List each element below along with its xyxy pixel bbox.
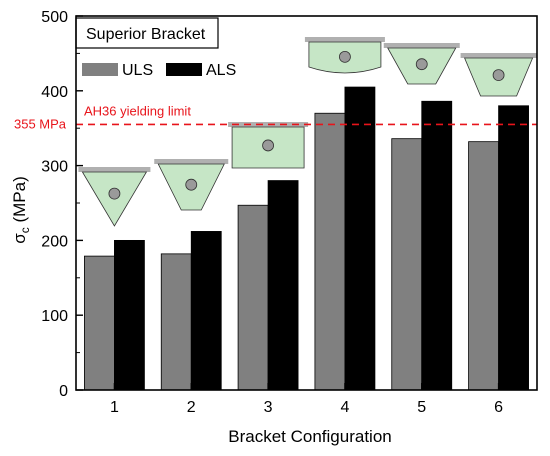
- bracket-hole-5: [415, 58, 428, 71]
- bracket-plate-1: [78, 167, 151, 172]
- legend-swatch-uls: [82, 63, 118, 76]
- bar-uls-4: [314, 112, 346, 391]
- x-tick-label-4: 4: [340, 399, 349, 416]
- bracket-hole-3: [262, 139, 274, 152]
- chart-title-box: Superior Bracket: [75, 17, 219, 49]
- y-tick-label-500: 500: [41, 9, 68, 26]
- y-tick-label-400: 400: [41, 84, 68, 101]
- y-axis-title-sigma: σ: [10, 233, 29, 244]
- bar-uls-1: [84, 255, 115, 391]
- y-tick-label-0: 0: [59, 383, 68, 400]
- plot-frame: [75, 15, 538, 391]
- x-axis-ticks: 1 2 3 4 5 6: [110, 383, 503, 416]
- x-axis-title: Bracket Configuration: [228, 427, 391, 446]
- x-tick-label-2: 2: [187, 399, 196, 416]
- bracket-plate-5: [383, 43, 460, 48]
- reference-line-label: AH36 yielding limit: [84, 103, 191, 118]
- bar-als-1: [114, 239, 145, 391]
- y-axis-title: σc (MPa): [10, 176, 32, 244]
- y-tick-label-200: 200: [41, 233, 68, 250]
- bracket-shapes-layer: [78, 37, 537, 227]
- bracket-hole-6: [492, 69, 505, 81]
- bracket-hole-1: [108, 187, 121, 200]
- y-axis-title-unit: (MPa): [10, 176, 29, 227]
- chart-title: Superior Bracket: [86, 26, 206, 43]
- bars-layer: [84, 86, 529, 391]
- bar-uls-2: [160, 253, 192, 391]
- bar-uls-6: [468, 141, 499, 391]
- bar-als-6: [498, 105, 529, 391]
- bracket-plate-6: [460, 53, 537, 58]
- bar-als-2: [190, 231, 222, 391]
- legend-label-uls: ULS: [122, 62, 153, 79]
- bracket-plate-2: [154, 159, 229, 164]
- x-tick-label-3: 3: [264, 399, 273, 416]
- bar-als-3: [267, 180, 299, 391]
- reference-line-layer: AH36 yielding limit 355 MPa: [14, 103, 537, 131]
- y-tick-label-300: 300: [41, 159, 68, 176]
- x-tick-label-6: 6: [494, 399, 503, 416]
- x-tick-label-5: 5: [417, 399, 426, 416]
- y-tick-label-100: 100: [41, 308, 68, 325]
- bar-uls-3: [237, 204, 269, 391]
- x-tick-label-1: 1: [110, 399, 119, 416]
- legend-label-als: ALS: [206, 62, 236, 79]
- reference-line-value-label: 355 MPa: [14, 116, 67, 131]
- y-axis-ticks: 0 100 200 300 400 500: [41, 9, 83, 400]
- bracket-plate-4: [304, 37, 385, 42]
- legend-swatch-als: [166, 63, 202, 76]
- y-axis-title-subscript: c: [18, 227, 32, 233]
- legend: ULS ALS: [82, 62, 236, 79]
- bar-uls-5: [391, 138, 423, 391]
- bracket-hole-2: [185, 178, 198, 191]
- bracket-hole-4: [339, 50, 351, 63]
- bar-als-5: [421, 100, 453, 391]
- bar-als-4: [344, 86, 376, 391]
